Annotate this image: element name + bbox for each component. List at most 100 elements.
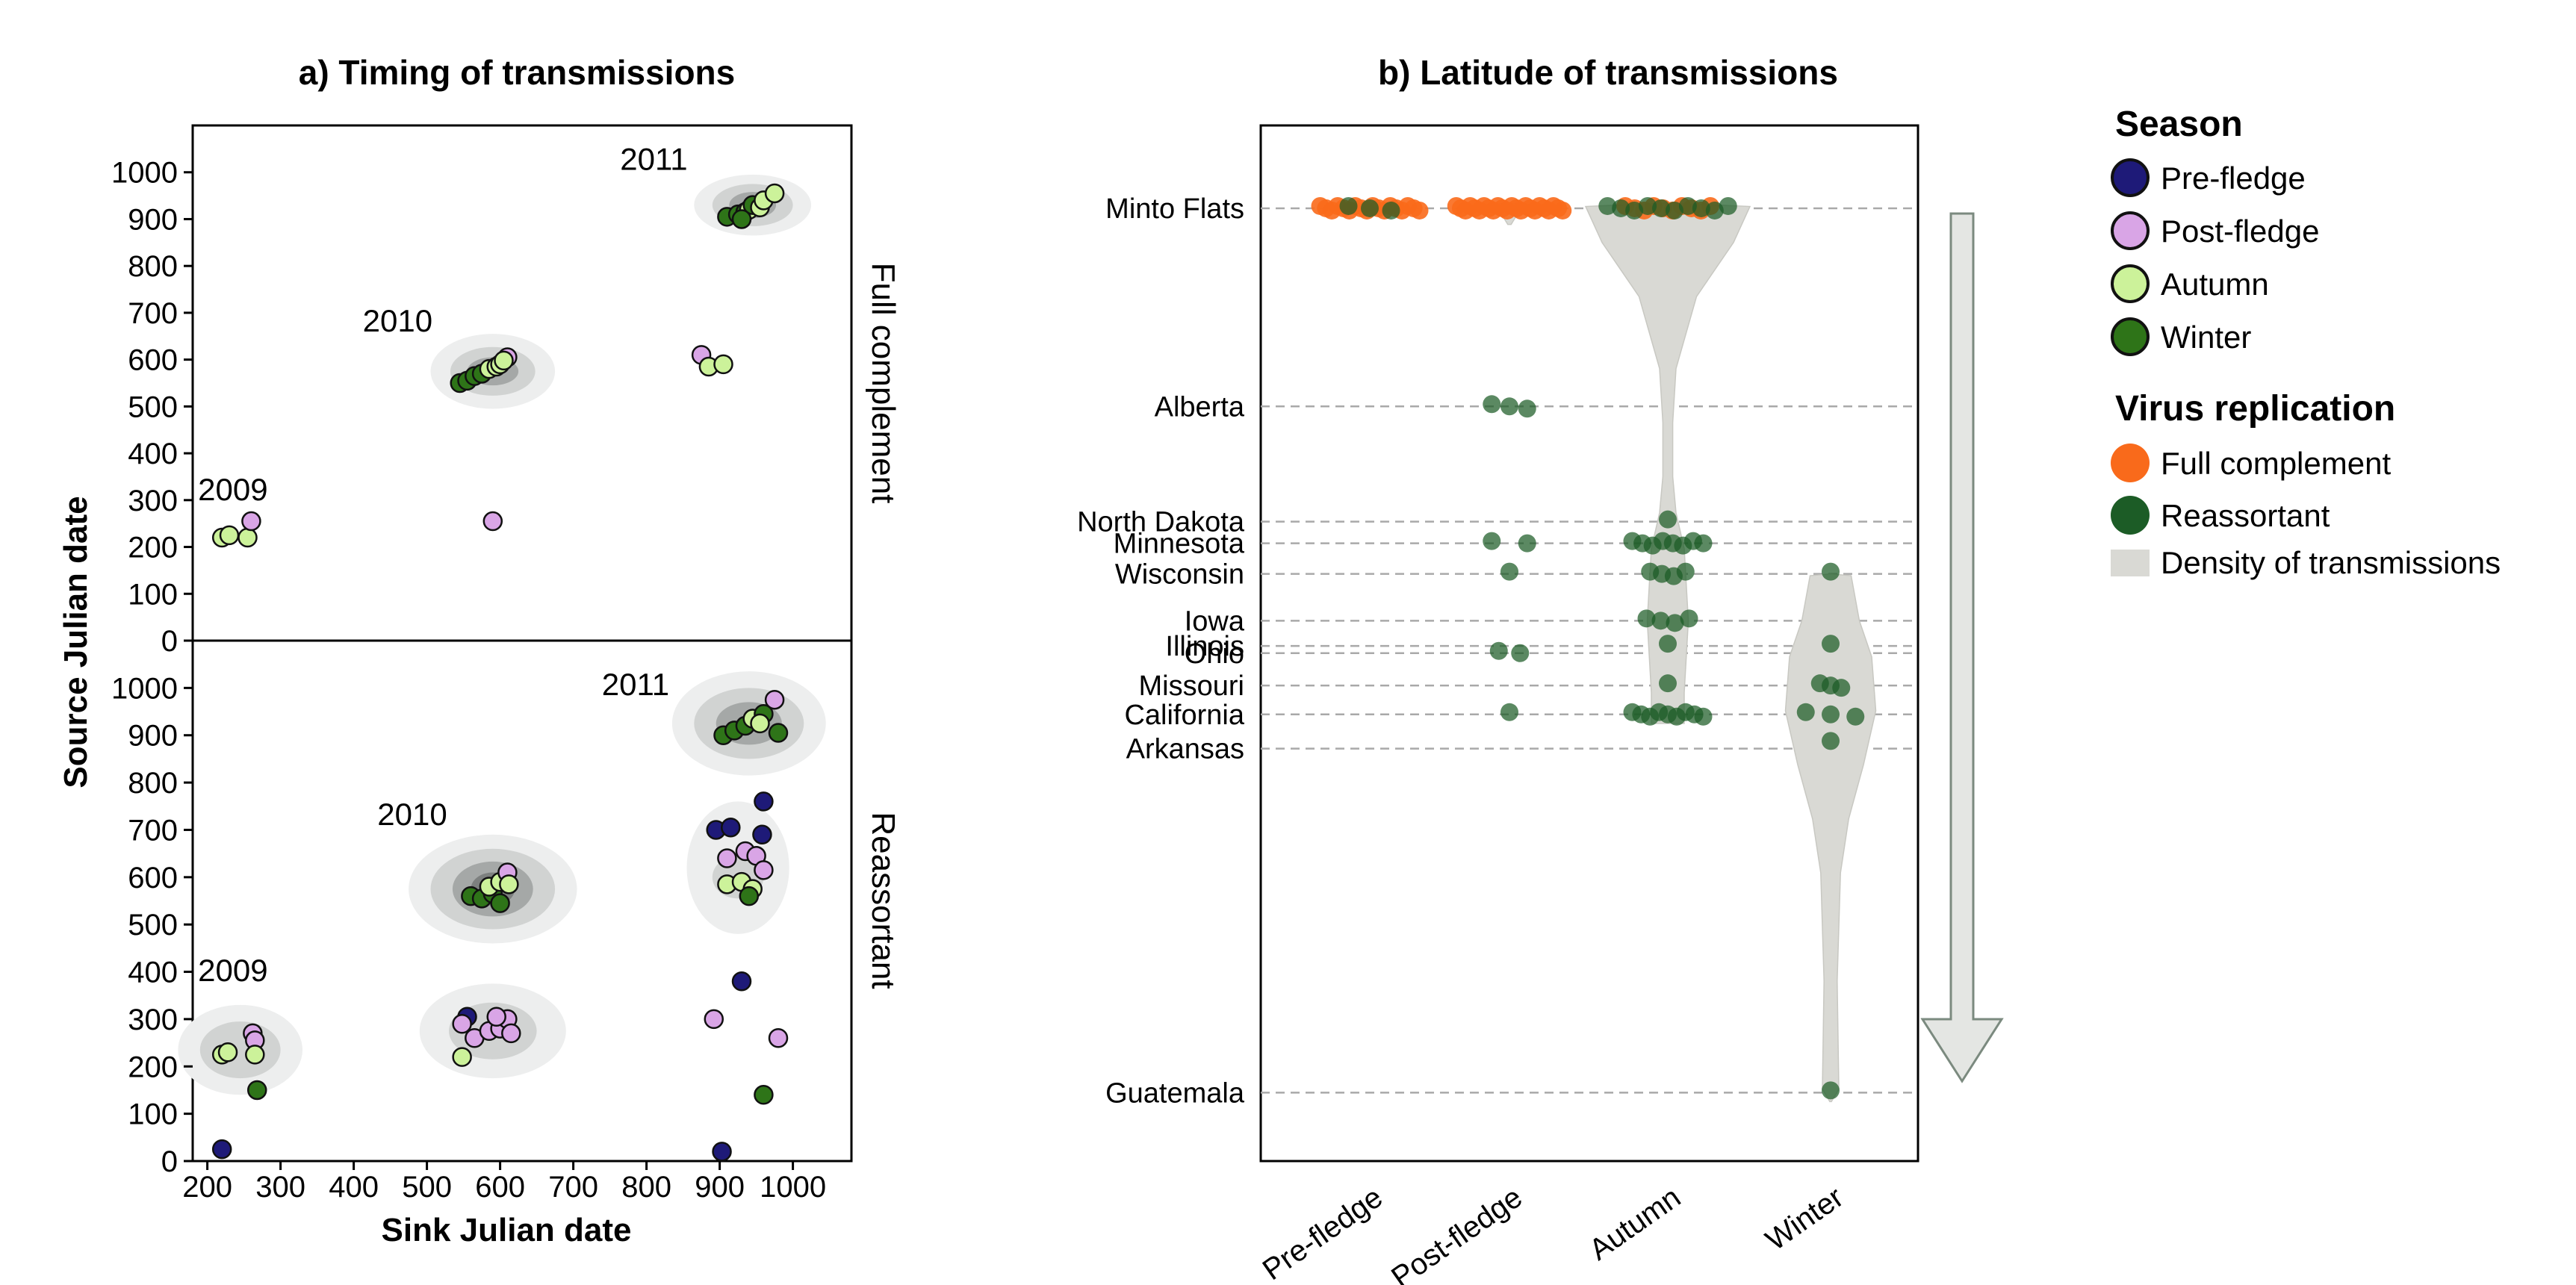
data-point-reassortant [1822, 635, 1840, 653]
data-point-reassortant [1666, 614, 1684, 632]
y-tick-label: 100 [128, 578, 178, 611]
legend-swatch-reassortant [2111, 496, 2150, 535]
latitude-arrow [1920, 212, 2004, 1083]
x-tick-label: 600 [475, 1171, 525, 1204]
y-tick-label: 800 [128, 767, 178, 800]
data-point-post-fledge [754, 860, 774, 880]
panel-a-frame-reassortant [191, 639, 853, 1163]
data-point-reassortant [1659, 674, 1677, 693]
data-point-reassortant [1651, 612, 1670, 630]
data-point-reassortant [1483, 395, 1501, 414]
data-point-pre-fledge [752, 824, 772, 845]
arrow-down-icon [1920, 212, 2004, 1083]
legend-virus-title: Virus replication [2115, 389, 2395, 429]
legend-swatch-autumn [2111, 264, 2150, 303]
y-tick-label: 600 [128, 344, 178, 377]
legend-label: Reassortant [2161, 498, 2330, 533]
legend-season-title: Season [2115, 105, 2243, 144]
y-tick-label: 1000 [111, 672, 178, 705]
location-label: Wisconsin [1115, 559, 1244, 591]
violin-layer [1336, 200, 1877, 1103]
data-point-autumn [750, 713, 770, 734]
year-label: 2011 [620, 142, 687, 177]
data-point-winter [490, 893, 510, 913]
data-point-winter [739, 886, 760, 906]
legend-label: Pre-fledge [2161, 161, 2306, 196]
data-point-autumn [245, 1045, 265, 1065]
panel-a-facet-reassortant: 2009 2010 2011 0 100 200 300 400 500 600 700 800 90… [111, 639, 901, 1178]
legend-swatch-post-fledge [2111, 211, 2150, 250]
data-point-reassortant [1518, 399, 1536, 418]
density-contour [199, 1021, 281, 1079]
panel-b-frame [1259, 124, 1919, 1163]
year-label: 2010 [363, 303, 432, 338]
location-labels: Minto Flats Alberta North DakotaMinnesotaW… [1077, 193, 1245, 1109]
data-point-reassortant [1692, 199, 1710, 217]
y-tick-label: 500 [128, 391, 178, 423]
panel-b: b) Latitude of transmissions Minto Flats… [1077, 53, 2004, 1285]
x-tick-label: 900 [695, 1171, 745, 1204]
facet-label-reassortant: Reassortant [865, 812, 901, 989]
legend-density-swatch [2111, 550, 2150, 576]
data-point-autumn [494, 350, 514, 371]
x-tick-label: 300 [255, 1171, 305, 1204]
data-point-reassortant [1361, 199, 1379, 217]
year-label: 2010 [377, 797, 447, 832]
location-label: Iowa [1185, 606, 1245, 637]
x-tick-label: 400 [329, 1171, 379, 1204]
x-tick-label: 200 [182, 1171, 232, 1204]
data-point-winter [754, 1085, 774, 1105]
points-layer [211, 183, 785, 548]
data-point-reassortant [1680, 609, 1698, 628]
x-axis-title: Sink Julian date [382, 1212, 632, 1248]
y-tick-label: 1000 [111, 157, 178, 190]
legend-density-label: Density of transmissions [2161, 545, 2501, 580]
legend-swatch-pre-fledge [2111, 158, 2150, 197]
legend-label: Full complement [2161, 446, 2391, 481]
facet-label-full: Full complement [865, 263, 901, 504]
data-point-reassortant [1822, 1081, 1840, 1100]
y-tick-label: 400 [128, 438, 178, 470]
location-label: Minto Flats [1105, 193, 1244, 225]
data-point-post-fledge [764, 689, 785, 710]
season-category-label: Winter [1760, 1180, 1849, 1257]
y-tick-label: 900 [128, 203, 178, 236]
x-tick-label: 800 [621, 1171, 671, 1204]
data-point-post-fledge [717, 848, 737, 868]
data-point-reassortant [1694, 707, 1713, 726]
points-layer [211, 689, 789, 1162]
data-point-winter [768, 723, 789, 743]
y-tick-label: 700 [128, 297, 178, 330]
year-label: 2009 [198, 953, 267, 988]
data-point-reassortant [1822, 732, 1840, 750]
x-tick-label: 1000 [760, 1171, 826, 1204]
y-tick-label: 900 [128, 720, 178, 753]
year-label: 2009 [198, 472, 267, 507]
data-point-reassortant [1518, 534, 1536, 553]
y-tick-label: 700 [128, 814, 178, 847]
legend-label: Post-fledge [2161, 214, 2319, 249]
data-point-reassortant [1822, 705, 1840, 724]
data-point-pre-fledge [754, 791, 774, 812]
legend-virus-items: Full complement Reassortant [2111, 444, 2391, 535]
x-tick-label: 500 [402, 1171, 452, 1204]
year-label: 2011 [602, 667, 669, 702]
data-point-reassortant [1832, 679, 1851, 697]
location-label: Guatemala [1105, 1077, 1245, 1109]
data-point-reassortant [1639, 196, 1657, 215]
y-tick-label: 100 [128, 1098, 178, 1131]
data-point-post-fledge [768, 1028, 789, 1048]
season-category-label: Autumn [1583, 1180, 1686, 1266]
data-point-post-fledge [482, 511, 503, 532]
data-point-reassortant [1382, 201, 1400, 220]
y-tick-label: 500 [128, 909, 178, 942]
data-point-autumn [238, 527, 258, 548]
data-point-reassortant [1676, 562, 1695, 581]
x-tick-label: 700 [548, 1171, 598, 1204]
data-point-pre-fledge [721, 818, 741, 838]
y-tick-label: 300 [128, 485, 178, 517]
year-annotations: 2009 2010 2011 [198, 667, 669, 988]
data-point-reassortant [1637, 609, 1656, 628]
legend-swatch-full-complement [2111, 444, 2150, 482]
